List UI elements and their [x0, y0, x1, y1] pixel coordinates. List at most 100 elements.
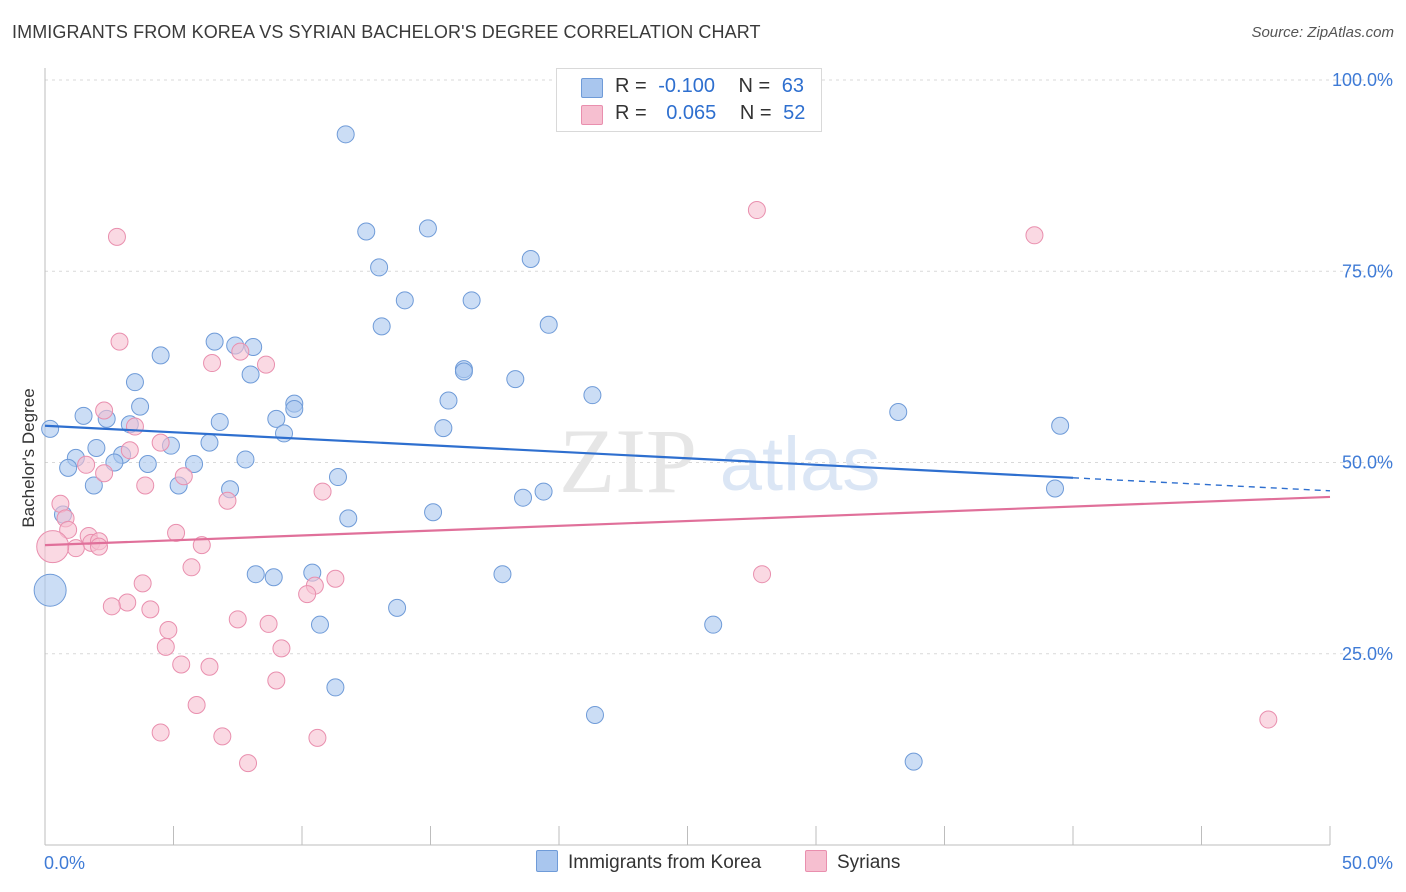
point-korea-29 [434, 419, 453, 438]
point-korea-25 [210, 412, 229, 431]
bottom-legend-label-syria: Syrians [837, 852, 901, 873]
point-korea-56 [493, 565, 512, 584]
point-syria-49 [239, 754, 258, 773]
point-korea-51 [424, 503, 443, 522]
source-credit: Source: ZipAtlas.com [1251, 24, 1394, 41]
point-syria-2 [1025, 226, 1044, 245]
legend-swatch-korea [581, 78, 603, 98]
legend-text-korea: R = -0.100 N = 63 [615, 75, 805, 97]
bottom-legend-syria: Syrians [805, 850, 900, 874]
point-korea-1 [357, 222, 376, 241]
point-syria-41 [272, 639, 291, 658]
y-tick-labels: 100.0% 75.0% 50.0% 25.0% [1332, 70, 1393, 664]
point-syria-33 [298, 585, 317, 604]
point-korea-19 [439, 391, 458, 410]
point-korea-12 [151, 346, 170, 365]
point-korea-59 [310, 615, 329, 634]
point-syria-15 [313, 482, 332, 501]
point-korea-22 [131, 397, 150, 416]
point-syria-32 [133, 574, 152, 593]
point-korea-14 [454, 362, 473, 381]
point-korea-23 [74, 406, 93, 425]
point-syria-12 [95, 464, 114, 483]
legend-swatch-syria [581, 105, 603, 125]
point-syria-38 [259, 614, 278, 633]
bottom-legend-swatch-syria [805, 850, 827, 872]
point-syria-26 [192, 536, 211, 555]
y-tick-label-3: 25.0% [1342, 644, 1393, 664]
point-korea-8 [539, 315, 558, 334]
point-korea-47 [534, 482, 553, 501]
point-syria-37 [228, 610, 247, 629]
point-korea-18 [583, 386, 602, 405]
watermark-zip: ZIP [559, 410, 697, 512]
point-korea-62 [585, 705, 604, 724]
point-syria-45 [187, 696, 206, 715]
point-korea-42 [59, 458, 78, 477]
chart-title: IMMIGRANTS FROM KOREA VS SYRIAN BACHELOR… [12, 22, 761, 42]
point-korea-17 [125, 373, 144, 392]
point-korea-4 [521, 250, 540, 269]
point-syria-35 [102, 597, 121, 616]
point-korea-30 [275, 424, 294, 443]
x-tick-label-0: 0.0% [44, 853, 85, 873]
point-korea-7 [372, 317, 391, 336]
point-korea-63 [904, 752, 923, 771]
y-tick-label-0: 100.0% [1332, 70, 1393, 90]
point-korea-60 [704, 615, 723, 634]
point-syria-42 [172, 655, 191, 674]
point-syria-44 [267, 671, 286, 690]
y-tick-label-2: 50.0% [1342, 453, 1393, 473]
point-korea-0 [336, 125, 355, 144]
point-syria-14 [136, 476, 155, 495]
bottom-legend-label-korea: Immigrants from Korea [568, 852, 762, 873]
point-syria-13 [174, 467, 193, 486]
point-syria-36 [141, 600, 160, 619]
point-korea-41 [138, 455, 157, 474]
bottom-legend-korea: Immigrants from Korea [536, 850, 761, 874]
point-korea-6 [395, 291, 414, 310]
point-korea-16 [241, 365, 260, 384]
trend-lines [44, 424, 1331, 547]
point-syria-8 [125, 417, 144, 436]
point-korea-43 [328, 468, 347, 487]
point-korea-38 [236, 450, 255, 469]
point-syria-40 [156, 637, 175, 656]
point-syria-10 [120, 441, 139, 460]
point-syria-47 [213, 727, 232, 746]
point-korea-57 [33, 573, 67, 607]
point-korea-58 [388, 598, 407, 617]
point-syria-30 [326, 569, 345, 588]
point-syria-48 [308, 728, 327, 747]
point-syria-1 [107, 227, 126, 246]
stats-legend: R = -0.100 N = 63 R = 0.065 N = 52 [556, 68, 822, 132]
point-syria-7 [95, 401, 114, 420]
point-syria-27 [36, 530, 70, 564]
point-korea-53 [246, 565, 265, 584]
point-korea-9 [205, 332, 224, 351]
point-syria-20 [167, 523, 186, 542]
y-axis-label: Bachelor's Degree [19, 388, 38, 527]
axes [44, 68, 1331, 846]
point-syria-34 [118, 593, 137, 612]
point-korea-26 [267, 409, 286, 428]
series-korea-points [33, 125, 1070, 771]
point-korea-3 [370, 258, 389, 277]
point-korea-54 [264, 568, 283, 587]
legend-text-syria: R = 0.065 N = 52 [615, 102, 806, 124]
point-syria-5 [203, 354, 222, 373]
trend-line-korea [44, 424, 1074, 479]
point-korea-49 [1046, 479, 1065, 498]
point-korea-27 [889, 403, 908, 422]
point-korea-15 [506, 370, 525, 389]
point-korea-33 [200, 433, 219, 452]
bottom-legend-swatch-korea [536, 850, 558, 872]
x-tick-label-1: 50.0% [1342, 853, 1393, 873]
point-syria-19 [59, 520, 78, 539]
point-syria-16 [218, 491, 237, 510]
point-syria-28 [182, 558, 201, 577]
point-syria-39 [159, 621, 178, 640]
point-korea-48 [514, 488, 533, 507]
point-syria-11 [77, 455, 96, 474]
